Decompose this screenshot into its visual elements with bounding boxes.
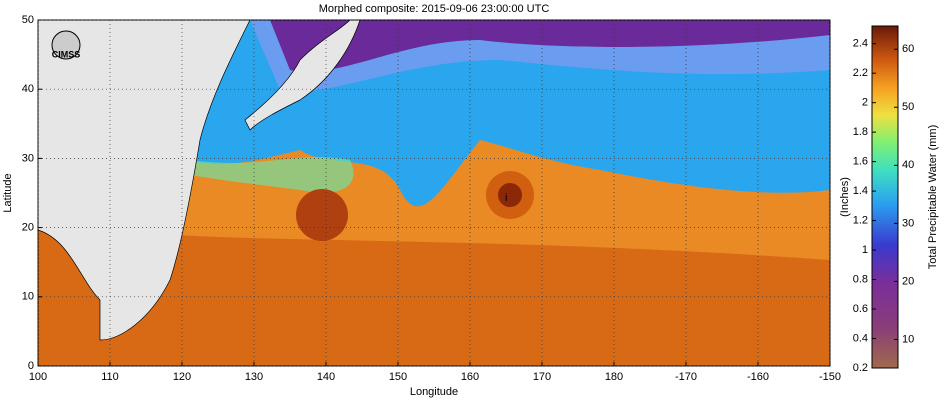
logo-text: CIMSS bbox=[52, 49, 81, 59]
y-tick-label: 50 bbox=[22, 14, 34, 26]
colorbar-right-tick: 60 bbox=[902, 43, 914, 55]
x-tick-label: 170 bbox=[533, 371, 551, 383]
colorbar-left-tick: 1.4 bbox=[853, 185, 868, 197]
colorbar-left-tick: 2 bbox=[862, 97, 868, 109]
colorbar-left-tick: 1.6 bbox=[853, 156, 868, 168]
map: i bbox=[38, 20, 830, 366]
x-tick-label: 150 bbox=[389, 371, 407, 383]
x-tick-label: 160 bbox=[461, 371, 479, 383]
colorbar-right-tick: 20 bbox=[902, 275, 914, 287]
colorbar-left-tick: 0.2 bbox=[853, 362, 868, 374]
colorbar-right-tick: 40 bbox=[902, 159, 914, 171]
x-axis-label: Longitude bbox=[410, 386, 458, 398]
x-tick-label: -170 bbox=[675, 371, 697, 383]
x-tick-label: 110 bbox=[101, 371, 119, 383]
logo: CIMSS bbox=[51, 30, 81, 60]
colorbar-left-tick: 1 bbox=[862, 244, 868, 256]
colorbar-left-tick: 0.6 bbox=[853, 303, 868, 315]
x-tick-label: 120 bbox=[173, 371, 191, 383]
colorbar-left-tick: 0.4 bbox=[853, 332, 868, 344]
x-tick-label: 100 bbox=[29, 371, 47, 383]
colorbar-left-tick: 1.2 bbox=[853, 214, 868, 226]
y-tick-label: 40 bbox=[22, 83, 34, 95]
y-tick-label: 30 bbox=[22, 152, 34, 164]
colorbar-left-tick: 0.8 bbox=[853, 273, 868, 285]
title: Morphed composite: 2015-09-06 23:00:00 U… bbox=[319, 3, 550, 15]
colorbar-right-tick: 50 bbox=[902, 101, 914, 113]
y-tick-label: 10 bbox=[22, 291, 34, 303]
y-tick-label: 0 bbox=[28, 360, 34, 372]
colorbar-right-tick: 10 bbox=[902, 333, 914, 345]
colorbar-left-tick: 1.8 bbox=[853, 126, 868, 138]
colorbar-left-tick: 2.2 bbox=[853, 67, 868, 79]
colorbar-left-tick: 2.4 bbox=[853, 38, 868, 50]
colorbar-right-tick: 30 bbox=[902, 217, 914, 229]
x-tick-label: -150 bbox=[819, 371, 841, 383]
colorbar bbox=[871, 25, 899, 369]
y-tick-label: 20 bbox=[22, 222, 34, 234]
colorbar-right-label: Total Precipitable Water (mm) bbox=[927, 125, 939, 269]
x-tick-label: 130 bbox=[245, 371, 263, 383]
marker: i bbox=[505, 192, 507, 204]
colorbar-left-label: (Inches) bbox=[839, 177, 851, 217]
x-tick-label: 180 bbox=[605, 371, 623, 383]
x-tick-label: -160 bbox=[747, 371, 769, 383]
y-axis-label: Latitude bbox=[2, 173, 14, 212]
x-tick-label: 140 bbox=[317, 371, 335, 383]
